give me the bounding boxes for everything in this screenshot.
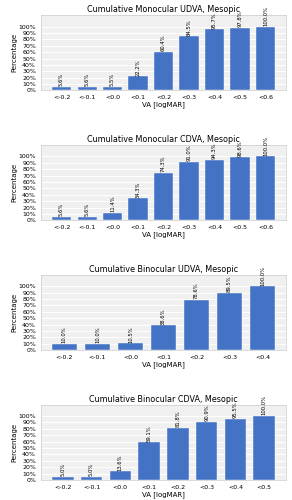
Text: 5.0%: 5.0%: [60, 463, 65, 476]
Text: 11.4%: 11.4%: [110, 196, 115, 212]
Bar: [77, 216, 97, 220]
Title: Cumulative Binocular UDVA, Mesopic: Cumulative Binocular UDVA, Mesopic: [89, 265, 238, 274]
Title: Cumulative Monocular CDVA, Mesopic: Cumulative Monocular CDVA, Mesopic: [87, 135, 240, 144]
Text: 97.8%: 97.8%: [237, 10, 242, 28]
Text: 100.0%: 100.0%: [263, 6, 268, 26]
Y-axis label: Percentage: Percentage: [11, 163, 17, 202]
Bar: [151, 326, 176, 350]
Bar: [167, 428, 189, 480]
Bar: [52, 87, 71, 90]
Text: 98.6%: 98.6%: [237, 140, 242, 156]
Text: 5.6%: 5.6%: [85, 203, 90, 216]
Y-axis label: Percentage: Percentage: [11, 33, 17, 72]
Text: 84.5%: 84.5%: [187, 19, 192, 36]
Text: 94.3%: 94.3%: [212, 143, 217, 160]
Y-axis label: Percentage: Percentage: [11, 422, 17, 462]
Text: 100.0%: 100.0%: [260, 266, 265, 285]
Bar: [103, 87, 122, 90]
Bar: [103, 213, 122, 220]
Text: 78.6%: 78.6%: [194, 282, 199, 299]
X-axis label: VA [logMAR]: VA [logMAR]: [142, 232, 185, 238]
Text: 10.0%: 10.0%: [95, 326, 100, 343]
Bar: [256, 156, 275, 220]
Text: 34.3%: 34.3%: [135, 182, 140, 198]
Text: 100.0%: 100.0%: [263, 136, 268, 156]
Text: 91.0%: 91.0%: [187, 145, 192, 162]
X-axis label: VA [logMAR]: VA [logMAR]: [142, 102, 185, 108]
Text: 60.4%: 60.4%: [161, 34, 166, 51]
Bar: [85, 344, 110, 350]
Text: 5.0%: 5.0%: [89, 463, 94, 476]
Bar: [138, 442, 160, 480]
Bar: [110, 472, 131, 480]
Bar: [196, 422, 218, 480]
Bar: [52, 344, 77, 350]
Text: 10.5%: 10.5%: [128, 326, 133, 343]
Text: 100.0%: 100.0%: [262, 396, 267, 415]
Text: 89.5%: 89.5%: [227, 276, 232, 292]
Bar: [128, 198, 147, 220]
Text: 10.0%: 10.0%: [62, 326, 67, 343]
Bar: [256, 26, 275, 90]
Text: 95.5%: 95.5%: [233, 402, 238, 418]
Text: 5.6%: 5.6%: [59, 203, 64, 216]
Text: 38.6%: 38.6%: [161, 308, 166, 325]
Bar: [250, 286, 275, 350]
Bar: [217, 293, 242, 350]
Bar: [77, 87, 97, 90]
Text: 13.6%: 13.6%: [118, 454, 123, 470]
Bar: [154, 173, 173, 220]
Text: 74.3%: 74.3%: [161, 156, 166, 172]
Text: 59.1%: 59.1%: [147, 425, 152, 442]
X-axis label: VA [logMAR]: VA [logMAR]: [142, 491, 185, 498]
Text: 90.9%: 90.9%: [204, 404, 209, 421]
Text: 5.6%: 5.6%: [85, 73, 90, 86]
Text: 95.7%: 95.7%: [212, 12, 217, 28]
Text: 81.8%: 81.8%: [175, 410, 180, 427]
Text: 5.5%: 5.5%: [110, 73, 115, 86]
Bar: [52, 216, 71, 220]
Bar: [184, 300, 209, 350]
Title: Cumulative Monocular UDVA, Mesopic: Cumulative Monocular UDVA, Mesopic: [87, 5, 240, 14]
Bar: [225, 419, 246, 480]
Bar: [230, 157, 250, 220]
Bar: [205, 160, 224, 220]
Bar: [230, 28, 250, 90]
Y-axis label: Percentage: Percentage: [11, 293, 17, 332]
Bar: [81, 477, 102, 480]
Bar: [180, 36, 199, 90]
Text: 22.2%: 22.2%: [135, 59, 140, 76]
Bar: [180, 162, 199, 220]
Text: 5.6%: 5.6%: [59, 73, 64, 86]
Bar: [205, 30, 224, 90]
Bar: [253, 416, 275, 480]
Title: Cumulative Binocular CDVA, Mesopic: Cumulative Binocular CDVA, Mesopic: [89, 394, 238, 404]
Bar: [52, 477, 74, 480]
Bar: [128, 76, 147, 90]
Bar: [118, 344, 143, 350]
Bar: [154, 52, 173, 90]
X-axis label: VA [logMAR]: VA [logMAR]: [142, 362, 185, 368]
